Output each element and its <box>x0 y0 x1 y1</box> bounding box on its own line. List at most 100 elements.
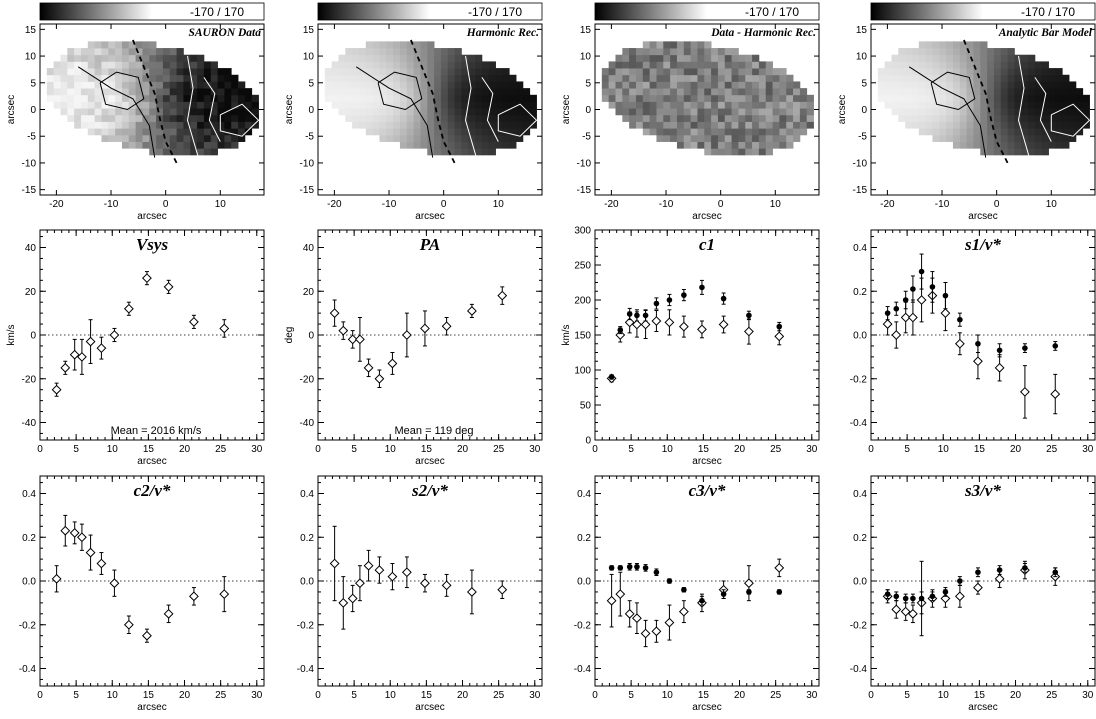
x-tick-label: 25 <box>493 690 505 701</box>
series-filled-dots <box>608 279 783 380</box>
y-tick-label: 0.2 <box>853 287 867 298</box>
profile-panel-2: 0 5 10 15 20 25 30 -40 -20 0 20 40 PA arcsec deg Mean =… <box>284 229 543 467</box>
y-tick-label: -0.2 <box>850 374 868 385</box>
y-tick-label: 0.2 <box>300 533 314 544</box>
contour-line <box>1050 103 1091 137</box>
map-y-tick-label: -15 <box>853 185 868 196</box>
plot-ticks <box>594 476 820 686</box>
data-point <box>975 340 981 347</box>
colorbar: -170 / 170 <box>39 2 265 21</box>
data-point <box>902 595 909 602</box>
profile-panel-3: 0 5 10 15 20 25 30050100150200250300c1arcseckm… <box>561 226 820 467</box>
x-tick-label: 25 <box>493 444 505 455</box>
data-point <box>387 358 398 369</box>
data-point <box>615 589 626 600</box>
data-point <box>678 606 689 617</box>
data-point <box>626 563 633 570</box>
y-tick-label: -0.4 <box>19 664 37 675</box>
mean-annotation: Mean = 119 deg <box>395 425 474 437</box>
y-axis-label: deg <box>284 327 295 344</box>
data-point <box>744 578 754 589</box>
plot-title: Vsys <box>136 235 169 254</box>
x-tick-label: 30 <box>1082 690 1094 701</box>
x-axis-label: arcsec <box>137 702 166 713</box>
profile-panel-8: 0 5 10 15 20 25 30 -0.4 -0.2 0.0 0.2 0.4 s3/v* arcsec <box>850 475 1096 713</box>
map-y-tick-label: 15 <box>580 25 592 36</box>
plot-title: s3/v* <box>964 481 1001 500</box>
y-tick-label: 0.0 <box>300 577 314 588</box>
data-point <box>608 565 615 571</box>
contours <box>77 39 260 164</box>
data-point <box>884 310 891 316</box>
data-point <box>640 628 651 639</box>
map-x-tick-label: -20 <box>604 199 619 210</box>
data-point <box>651 626 662 637</box>
data-point <box>51 573 62 584</box>
data-point <box>96 343 107 354</box>
x-axis-label: arcsec <box>692 456 721 467</box>
colorbar: -170 / 170 <box>317 2 543 21</box>
data-point <box>497 584 508 595</box>
data-point <box>900 312 911 323</box>
y-tick-label: 40 <box>25 243 37 254</box>
data-point <box>441 580 452 591</box>
map-x-tick-label: -20 <box>327 199 342 210</box>
data-point <box>219 589 230 600</box>
data-point <box>374 373 385 384</box>
plot-title: c3/v* <box>689 481 726 500</box>
contour-line <box>1034 77 1052 142</box>
x-tick-label: 0 <box>37 690 43 701</box>
map-y-tick-label: -10 <box>300 158 315 169</box>
contour-line <box>219 103 260 137</box>
y-tick-label: 0.4 <box>22 489 36 500</box>
x-tick-label: 25 <box>770 690 782 701</box>
x-tick-label: 10 <box>385 444 397 455</box>
data-point <box>624 317 635 328</box>
data-point <box>85 547 96 558</box>
x-tick-label: 10 <box>662 444 674 455</box>
x-tick-label: 20 <box>1010 690 1022 701</box>
data-point <box>420 578 430 589</box>
profile-panel-6: 0 5 10 15 20 25 30 -0.4 -0.2 0.0 0.2 0.4 s2/v* arcsec <box>297 475 543 713</box>
x-tick-label: 25 <box>1046 444 1058 455</box>
map-ticks <box>40 24 264 195</box>
y-tick-label: 0.4 <box>300 489 314 500</box>
y-tick-label: 20 <box>303 287 315 298</box>
data-point <box>163 608 174 619</box>
x-tick-label: 15 <box>421 690 433 701</box>
data-point <box>441 321 452 332</box>
x-axis-label: arcsec <box>415 456 444 467</box>
data-point <box>744 326 754 337</box>
map-x-tick-label: -20 <box>880 199 895 210</box>
x-tick-label: 15 <box>143 690 155 701</box>
map-y-tick-label: -10 <box>22 158 37 169</box>
x-tick-label: 15 <box>974 690 986 701</box>
x-tick-label: 15 <box>143 444 155 455</box>
map-y-tick-label: 0 <box>585 105 591 116</box>
map-panel-2: -170 / 170 Harmonic Rec. -20 -10 0 10 -15 -10 -5… <box>284 2 543 222</box>
y-tick-label: 40 <box>303 243 315 254</box>
y-tick-label: -20 <box>300 374 315 385</box>
data-point <box>910 595 916 602</box>
map-y-axis-label: arcsec <box>284 95 295 124</box>
map-y-tick-label: -10 <box>853 158 868 169</box>
y-tick-label: 150 <box>574 331 591 342</box>
x-tick-label: 0 <box>315 444 321 455</box>
data-point <box>1050 389 1061 399</box>
data-point <box>1022 565 1028 571</box>
x-tick-label: 5 <box>73 690 79 701</box>
data-point <box>347 593 358 604</box>
series-filled-dots <box>608 563 783 606</box>
plot-ticks <box>39 230 265 440</box>
data-point <box>942 292 949 299</box>
data-point <box>940 308 951 319</box>
contour-line <box>930 71 976 111</box>
data-point <box>664 617 675 628</box>
data-point <box>420 323 430 334</box>
data-point <box>608 374 615 380</box>
data-point <box>776 323 783 330</box>
profile-panel-5: 0 5 10 15 20 25 30 -0.4 -0.2 0.0 0.2 0.4 c2/v* arcsec <box>19 475 265 713</box>
data-point <box>954 591 965 602</box>
plot-ticks <box>317 476 543 686</box>
x-tick-label: 30 <box>1082 444 1094 455</box>
